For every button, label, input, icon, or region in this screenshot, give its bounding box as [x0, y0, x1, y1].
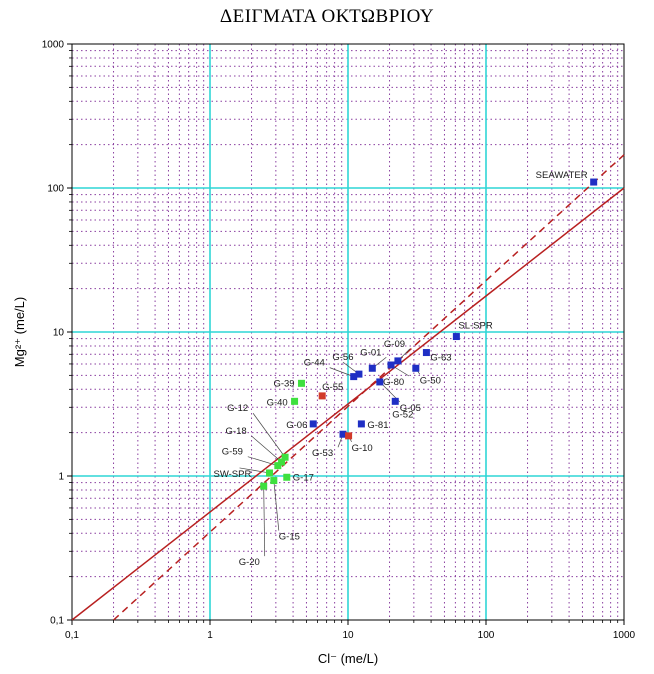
- y-tick-label: 0,1: [50, 616, 64, 627]
- label-g-18: G-18: [226, 426, 247, 437]
- label-g-52: G-52: [392, 409, 413, 420]
- x-tick-label: 100: [478, 630, 495, 641]
- solid-reference-line: [71, 187, 625, 621]
- x-tick-label: 1: [207, 630, 213, 641]
- marker-g-12: [281, 453, 289, 461]
- data-labels: SEAWATER SL-SPR G-56 G-44 G-01G-09 G-63 G-80 G-…: [214, 170, 588, 568]
- y-tick-label: 100: [47, 184, 64, 195]
- marker-sw-spr: [266, 469, 274, 477]
- marker-g-10: [345, 432, 353, 440]
- marker-sl-spr: [452, 333, 460, 341]
- data-markers: [260, 178, 598, 490]
- marker-g-56: [355, 370, 363, 378]
- marker-g-06: [309, 420, 317, 428]
- label-g-80: G-80: [383, 377, 404, 388]
- x-tick-label: 0,1: [65, 630, 79, 641]
- marker-g-40: [291, 397, 299, 405]
- y-tick-label: 1000: [42, 40, 65, 51]
- reference-lines: [71, 154, 625, 621]
- x-tick-label: 1000: [613, 630, 636, 641]
- label-g-12: G-12: [227, 403, 248, 414]
- leader-g-15: [273, 480, 280, 531]
- label-g-53: G-53: [312, 448, 333, 459]
- label-g-01: G-01: [360, 347, 381, 358]
- y-tick-label: 1: [58, 472, 64, 483]
- leader-g-12: [252, 413, 286, 458]
- x-axis-title: Cl⁻ (me/L): [318, 651, 378, 666]
- marker-g-20: [260, 482, 268, 490]
- marker-g-15: [270, 477, 278, 485]
- y-axis-title: Mg²⁺ (me/L): [12, 297, 27, 367]
- label-seawater: SEAWATER: [536, 170, 588, 181]
- leader-g-44: [329, 367, 354, 377]
- leader-sw-spr: [239, 467, 270, 474]
- label-g-44: G-44: [304, 358, 325, 369]
- marker-g-63: [422, 349, 430, 357]
- label-g-09: G-09: [384, 339, 405, 350]
- label-g-63: G-63: [430, 353, 451, 364]
- marker-g-05: [376, 378, 384, 386]
- label-g-55: G-55: [322, 382, 343, 393]
- label-g-81: G-81: [367, 420, 388, 431]
- marker-g-18: [278, 458, 286, 466]
- leader-g-59: [247, 456, 278, 466]
- label-g-20: G-20: [239, 557, 260, 568]
- marker-g-55: [318, 392, 326, 400]
- y-tick-label: 10: [53, 328, 65, 339]
- marker-g-59: [274, 462, 282, 470]
- marker-g-01: [368, 364, 376, 372]
- label-g-50: G-50: [420, 375, 441, 386]
- marker-g-44: [350, 373, 358, 381]
- label-g-06: G-06: [286, 420, 307, 431]
- label-g-59: G-59: [222, 447, 243, 458]
- label-g-56: G-56: [332, 352, 353, 363]
- axis-ticks: 0,1 1 10 100 1000 0,1 1 10 100 1000: [42, 40, 636, 642]
- marker-g-53: [339, 430, 347, 438]
- x-tick-label: 10: [342, 630, 354, 641]
- marker-seawater: [590, 178, 598, 186]
- marker-g-09: [394, 357, 402, 365]
- label-g-10: G-10: [352, 443, 373, 454]
- label-g-15: G-15: [279, 532, 300, 543]
- label-g-39: G-39: [273, 378, 294, 389]
- marker-g-81: [357, 420, 365, 428]
- leader-g-18: [251, 435, 282, 463]
- major-gridlines: [72, 44, 624, 620]
- marker-g-17: [283, 473, 291, 481]
- label-g-05: G-05: [400, 403, 421, 414]
- label-g-17: G-17: [293, 472, 314, 483]
- chart-title: ΔΕΙΓΜΑΤΑ ΟΚΤΩΒΡΙΟΥ: [219, 6, 435, 27]
- marker-g-52: [391, 397, 399, 405]
- label-sl-spr: SL-SPR: [458, 321, 492, 332]
- label-g-40: G-40: [267, 397, 288, 408]
- marker-g-50: [412, 364, 420, 372]
- leader-g-20: [263, 486, 266, 557]
- label-sw-spr: SW-SPR: [214, 469, 252, 480]
- marker-g-80: [387, 361, 395, 369]
- marker-g-39: [297, 379, 305, 387]
